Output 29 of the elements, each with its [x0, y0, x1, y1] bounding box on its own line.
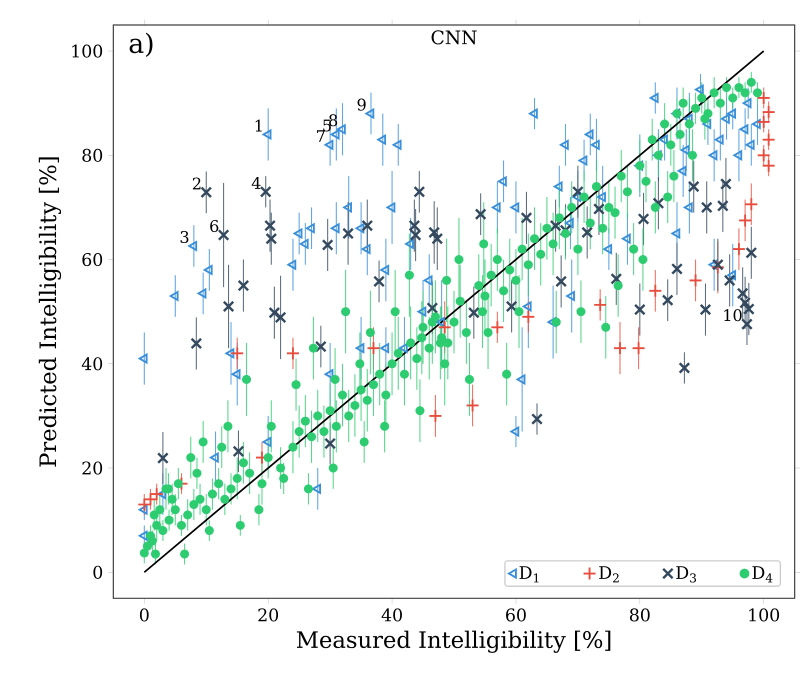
annotation: 4 [252, 176, 261, 189]
annotation: 2 [192, 177, 200, 190]
x-axis-title: Measured Intelligibility [%] [296, 630, 610, 653]
x-tick-label: 40 [382, 608, 402, 622]
legend-label: D$_{2}$ [599, 566, 619, 582]
y-tick-label: 0 [93, 566, 102, 579]
y-tick-label: 40 [82, 357, 102, 370]
y-tick-label: 60 [82, 252, 102, 266]
y-tick-label: 100 [72, 44, 102, 58]
annotation: 9 [358, 98, 366, 111]
annotation: 5 [323, 120, 331, 132]
annotation: 7 [317, 130, 325, 142]
x-tick-label: 0 [140, 608, 149, 622]
y-tick-label: 20 [82, 461, 102, 475]
annotation: 1 [256, 120, 262, 132]
x-tick-label: 20 [258, 608, 278, 622]
annotation: 10 [724, 309, 742, 322]
legend-label: D$_{4}$ [752, 566, 772, 582]
legend-label: D$_{3}$ [676, 566, 696, 583]
annotation: 6 [210, 220, 218, 232]
x-tick-label: 80 [630, 608, 650, 622]
annotation: 3 [180, 230, 188, 244]
chart-title: CNN [432, 30, 477, 44]
annotation: a) [130, 32, 152, 57]
y-axis-title: Predicted Intelligibility [%] [38, 157, 62, 467]
x-tick-label: 100 [749, 608, 780, 622]
legend-label: D$_{1}$ [520, 566, 539, 582]
x-tick-label: 60 [506, 608, 526, 622]
y-tick-label: 80 [82, 148, 102, 162]
